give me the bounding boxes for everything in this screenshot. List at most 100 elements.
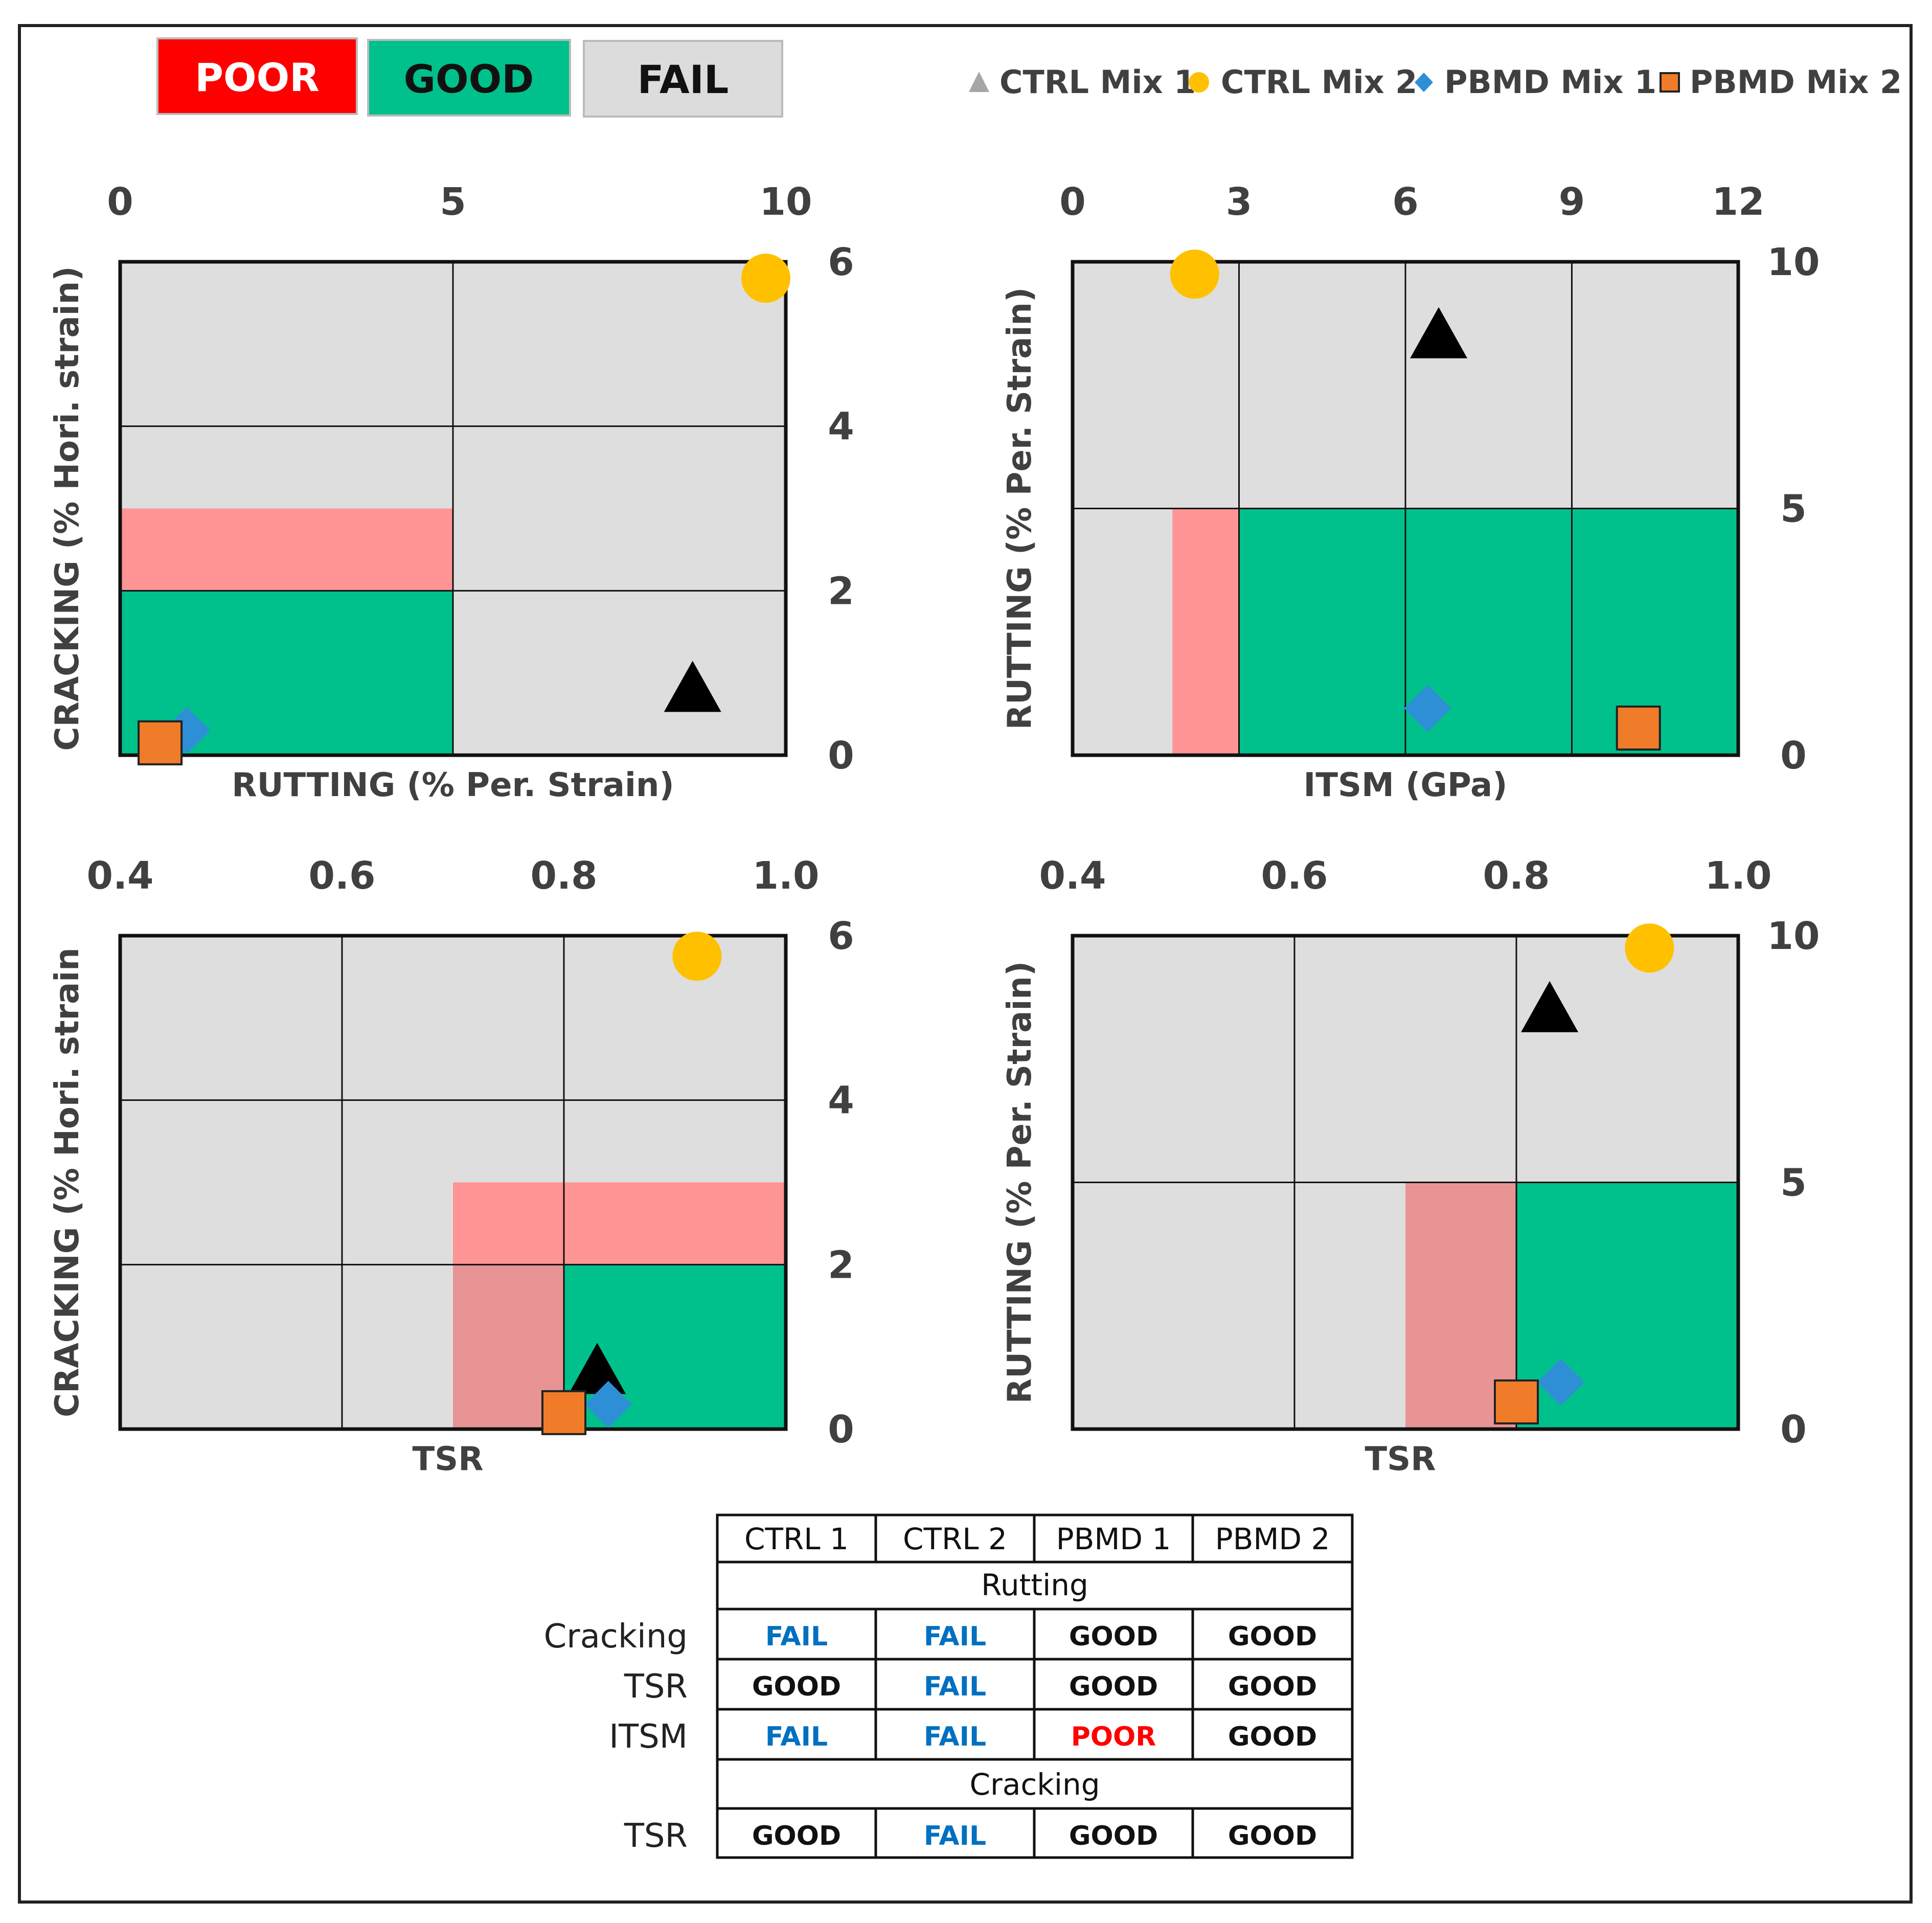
table-header-ctrl-1: CTRL 1 <box>744 1522 849 1556</box>
y-tick-label: 2 <box>828 569 854 613</box>
key-poor-label: POOR <box>195 55 319 100</box>
table-row-label-tsr: TSR <box>624 1668 688 1706</box>
legend-item-pbmd-mix-1: PBMD Mix 1 <box>1415 63 1656 101</box>
point-ctrl-mix-1 <box>1521 981 1579 1032</box>
key-poor: POOR <box>156 37 358 115</box>
good-zone <box>1239 508 1738 755</box>
key-good: GOOD <box>367 39 571 117</box>
legend-label-pbmd-mix-2: PBMD Mix 2 <box>1690 63 1902 101</box>
summary-table: CTRL 1 CTRL 2 PBMD 1 PBMD 2 Rutting Crac… <box>544 1513 1354 1859</box>
legend-label-ctrl-mix-1: CTRL Mix 1 <box>999 63 1196 101</box>
legend-label-pbmd-mix-1: PBMD Mix 1 <box>1444 63 1656 101</box>
x-axis-title: TSR <box>412 1440 483 1478</box>
table-cell: GOOD <box>752 1671 841 1702</box>
table-cell: GOOD <box>752 1821 841 1851</box>
point-pbmd-mix-2 <box>1494 1379 1539 1424</box>
x-axis-title: RUTTING (% Per. Strain) <box>232 766 674 804</box>
point-ctrl-mix-1 <box>569 1343 626 1394</box>
point-pbmd-mix-2 <box>541 1390 586 1435</box>
key-fail-box <box>583 40 783 118</box>
legend-triangle-icon <box>969 72 989 92</box>
legend-item-pbmd-mix-2: PBMD Mix 2 <box>1660 63 1902 101</box>
legend: CTRL Mix 1 CTRL Mix 2 PBMD Mix 1 PBMD Mi… <box>969 63 1902 101</box>
point-pbmd-mix-2 <box>138 720 183 765</box>
key-poor-box <box>156 37 358 115</box>
table-cell: FAIL <box>924 1621 986 1652</box>
x-tick-label: 0.6 <box>1261 854 1328 898</box>
y-tick-label: 5 <box>1780 1161 1807 1205</box>
point-ctrl-mix-2 <box>1625 923 1674 973</box>
table-cell: FAIL <box>924 1722 986 1752</box>
legend-circle-icon <box>1189 72 1209 93</box>
point-ctrl-mix-2 <box>672 932 722 981</box>
table-cell: GOOD <box>1069 1821 1158 1851</box>
y-tick-label: 10 <box>1767 914 1820 958</box>
status-key: POOR GOOD FAIL <box>156 37 783 118</box>
x-axis-title: TSR <box>1365 1440 1436 1478</box>
table-cell: GOOD <box>1228 1671 1317 1702</box>
x-axis-title: ITSM (GPa) <box>1304 766 1508 804</box>
key-fail-label: FAIL <box>638 57 729 102</box>
table-row-label-cracking: Cracking <box>544 1618 688 1656</box>
table-row-label-cracking-tsr: TSR <box>624 1817 688 1855</box>
table-row: FAIL FAIL POOR GOOD <box>765 1722 1317 1752</box>
y-tick-label: 4 <box>828 1079 854 1123</box>
x-tick-label: 0 <box>107 180 133 224</box>
y-tick-label: 5 <box>1780 487 1807 531</box>
poor-zone <box>453 1182 786 1265</box>
point-ctrl-mix-1 <box>664 661 721 712</box>
x-tick-label: 0.4 <box>86 854 153 898</box>
table-row-label-itsm: ITSM <box>609 1718 688 1756</box>
point-pbmd-mix-1 <box>1404 685 1451 732</box>
chart-rutting-vs-tsr: 0.4 0.6 0.8 1.0 0 5 10 TSR RUTTING (% Per. Strai… <box>1001 854 1820 1478</box>
point-pbmd-mix-1 <box>1537 1359 1584 1406</box>
y-tick-label: 4 <box>828 405 854 449</box>
y-axis-title: RUTTING (% Per. Strain) <box>1001 961 1039 1404</box>
x-tick-label: 0.6 <box>308 854 375 898</box>
x-tick-label: 12 <box>1712 180 1765 224</box>
plot-border <box>1071 934 1740 1431</box>
legend-item-ctrl-mix-2: CTRL Mix 2 <box>1189 63 1417 101</box>
plot-border <box>118 260 788 757</box>
y-tick-label: 10 <box>1767 240 1820 284</box>
x-tick-label: 0.4 <box>1039 854 1106 898</box>
table-header-pbmd-1: PBMD 1 <box>1056 1522 1171 1556</box>
x-tick-label: 1.0 <box>1704 854 1771 898</box>
table-header-pbmd-2: PBMD 2 <box>1215 1522 1330 1556</box>
point-ctrl-mix-2 <box>1170 250 1219 299</box>
table-cell: FAIL <box>924 1821 986 1851</box>
table-cell: GOOD <box>1228 1722 1317 1752</box>
point-pbmd-mix-2 <box>1616 705 1661 751</box>
point-ctrl-mix-1 <box>1410 307 1468 358</box>
y-tick-label: 0 <box>1780 734 1807 778</box>
table-section-rutting: Rutting <box>981 1568 1088 1602</box>
key-good-label: GOOD <box>404 56 534 102</box>
table-cell: FAIL <box>765 1621 828 1652</box>
legend-label-ctrl-mix-2: CTRL Mix 2 <box>1221 63 1417 101</box>
table-cell: GOOD <box>1069 1621 1158 1652</box>
x-tick-label: 5 <box>440 180 466 224</box>
table-cell: GOOD <box>1069 1671 1158 1702</box>
point-pbmd-mix-1 <box>584 1381 632 1428</box>
poor-zone <box>1172 508 1239 755</box>
table-row: GOOD FAIL GOOD GOOD <box>752 1821 1317 1851</box>
table-row: GOOD FAIL GOOD GOOD <box>752 1671 1317 1702</box>
y-tick-label: 0 <box>1780 1408 1807 1452</box>
table-row: FAIL FAIL GOOD GOOD <box>765 1621 1317 1652</box>
y-tick-label: 6 <box>828 914 854 958</box>
y-tick-label: 2 <box>828 1243 854 1287</box>
y-tick-label: 6 <box>828 240 854 284</box>
x-tick-label: 10 <box>760 180 812 224</box>
plot-border <box>1071 260 1740 757</box>
table-cell: GOOD <box>1228 1621 1317 1652</box>
table-grid <box>716 1513 1354 1859</box>
chart-rutting-vs-itsm: 0 3 6 9 12 0 5 10 ITSM (GPa) RUTTING (% Per. Stra… <box>1001 180 1820 804</box>
table-cell: FAIL <box>765 1722 828 1752</box>
y-axis-title: CRACKING (% Hori. strain <box>49 947 86 1417</box>
x-tick-label: 0.8 <box>530 854 597 898</box>
key-fail: FAIL <box>583 40 783 118</box>
plot-border <box>118 934 788 1431</box>
key-good-box <box>367 39 571 117</box>
table-cell: FAIL <box>924 1671 986 1702</box>
